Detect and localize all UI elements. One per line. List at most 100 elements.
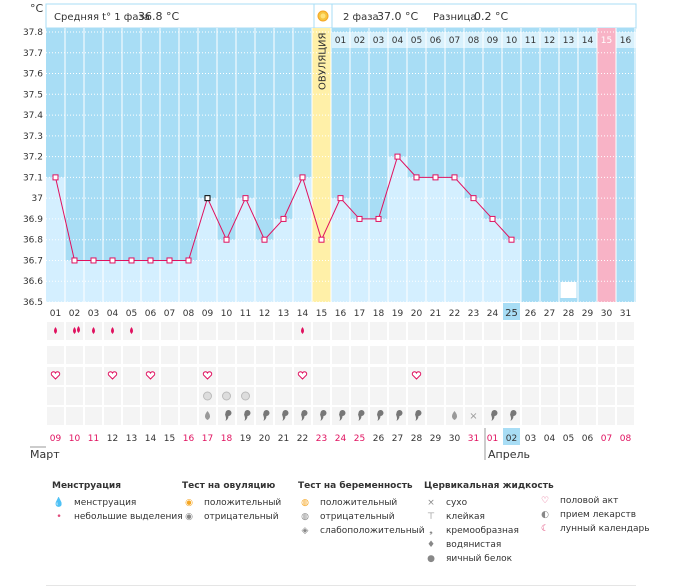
symbol-cell xyxy=(351,346,368,364)
symbol-cell xyxy=(47,407,64,425)
special-columns xyxy=(312,28,616,302)
heart-icon xyxy=(411,371,422,380)
phase2-day-label: 14 xyxy=(582,36,594,46)
temp-point xyxy=(432,174,439,181)
symbol-cell xyxy=(427,322,444,340)
legend-cervical: Цервикальная жидкость × сухо ⊤ клейкая ❟ кр… xyxy=(424,481,554,566)
symbol-cell xyxy=(218,367,235,385)
symbol-cell xyxy=(370,322,387,340)
cycle-day-label: 30 xyxy=(601,309,613,319)
symbol-cell xyxy=(503,367,520,385)
cycle-day-label: 22 xyxy=(449,309,460,319)
creamy-icon xyxy=(339,410,346,421)
symbol-cell xyxy=(161,322,178,340)
phase2-day-label: 12 xyxy=(544,36,555,46)
symbol-cell xyxy=(579,407,596,425)
date-label: 21 xyxy=(278,434,289,444)
cycle-day-label: 08 xyxy=(183,309,195,319)
temp-point xyxy=(413,174,420,181)
date-label: 27 xyxy=(392,434,403,444)
symbol-cell xyxy=(275,346,292,364)
month-march: Март xyxy=(30,448,60,461)
cycle-day-label: 31 xyxy=(620,309,631,319)
cycle-day-label: 14 xyxy=(297,309,309,319)
temp-point xyxy=(147,257,154,264)
temp-point xyxy=(185,257,192,264)
symbol-cell xyxy=(541,387,558,405)
symbol-cell xyxy=(598,387,615,405)
symbol-cell xyxy=(503,346,520,364)
date-label: 22 xyxy=(297,434,308,444)
symbol-cell xyxy=(408,322,425,340)
symbol-cell xyxy=(180,346,197,364)
symbol-cell xyxy=(446,322,463,340)
temp-column xyxy=(236,198,255,302)
symbol-cell xyxy=(617,407,634,425)
symbol-cell xyxy=(66,367,83,385)
symbol-cell xyxy=(484,346,501,364)
phase1-value: 36.8 °C xyxy=(138,10,179,23)
heart-icon xyxy=(50,371,61,380)
legend-label: положительный xyxy=(204,498,282,508)
temp-column xyxy=(388,156,407,302)
symbol-cell xyxy=(579,367,596,385)
legend-label: клейкая xyxy=(446,512,485,522)
date-label: 01 xyxy=(487,434,498,444)
moon-cell xyxy=(560,282,577,298)
legend-ovulation-test: Тест на овуляцию ◉ положительный ◉ отрицат… xyxy=(182,481,281,524)
cycle-day-label: 10 xyxy=(221,309,233,319)
menstruation-drop-icon xyxy=(73,327,76,334)
creamy-icon xyxy=(415,410,422,421)
cycle-day-label: 17 xyxy=(354,309,365,319)
symbol-cell xyxy=(123,407,140,425)
symbol-cell xyxy=(180,367,197,385)
symbol-grid: × xyxy=(47,282,634,425)
bbt-chart: °C Средняя t° 1 фаза 36.8 °C 2 фаза 37.0… xyxy=(23,2,637,461)
date-label: 15 xyxy=(164,434,175,444)
cycle-day-label: 18 xyxy=(373,309,385,319)
ovulation-column xyxy=(312,28,331,302)
phase2-day-label: 04 xyxy=(392,36,404,46)
y-tick-label: 37.7 xyxy=(23,49,43,59)
date-labels: 09 10 11 12 13 14 15 16 17 18 19 20 21 22 23 24 25 26 27 28… xyxy=(50,428,631,445)
symbol-cell xyxy=(541,367,558,385)
positive-test-icon: ◉ xyxy=(185,498,193,508)
temp-column xyxy=(426,177,445,302)
creamy-icon xyxy=(396,410,403,421)
symbol-cell xyxy=(560,346,577,364)
cycle-day-label: 28 xyxy=(563,309,575,319)
y-tick-label: 37.1 xyxy=(23,173,43,183)
cycle-day-labels: 01 02 03 04 05 06 07 08 09 10 11 12 13 14 15 16 17 18 19 20… xyxy=(50,303,631,320)
date-label: 28 xyxy=(411,434,423,444)
cycle-day-label: 15 xyxy=(316,309,327,319)
symbol-cell xyxy=(560,367,577,385)
symbol-cell xyxy=(389,322,406,340)
date-label: 16 xyxy=(183,434,195,444)
date-label: 09 xyxy=(50,434,62,444)
symbol-cell xyxy=(142,387,159,405)
creamy-icon xyxy=(244,410,251,421)
symbol-cell xyxy=(465,407,482,425)
sticky-icon: ⊤ xyxy=(427,512,435,522)
legend-item: ♦ водянистая xyxy=(424,538,554,552)
symbol-cell xyxy=(522,322,539,340)
y-tick-labels: 36.5 36.6 36.7 36.8 36.9 37 37.1 37.2 37.3 37.4 37… xyxy=(23,28,43,308)
symbol-cell xyxy=(332,322,349,340)
creamy-icon xyxy=(320,410,327,421)
eggwhite-icon: ● xyxy=(427,554,435,564)
temp-column xyxy=(179,260,198,302)
watery-icon xyxy=(205,411,210,420)
y-tick-label: 36.5 xyxy=(23,298,43,308)
footer-divider xyxy=(46,585,636,586)
symbol-cell xyxy=(256,346,273,364)
legend-item: ◍ положительный xyxy=(298,496,425,510)
y-tick-label: 36.7 xyxy=(23,256,43,266)
symbol-cell xyxy=(237,367,254,385)
temp-point xyxy=(451,174,458,181)
symbol-cell xyxy=(522,367,539,385)
symbol-cell xyxy=(161,407,178,425)
date-label: 12 xyxy=(107,434,118,444)
creamy-icon xyxy=(282,410,289,421)
symbol-cell xyxy=(161,387,178,405)
cycle-day-label: 16 xyxy=(335,309,347,319)
